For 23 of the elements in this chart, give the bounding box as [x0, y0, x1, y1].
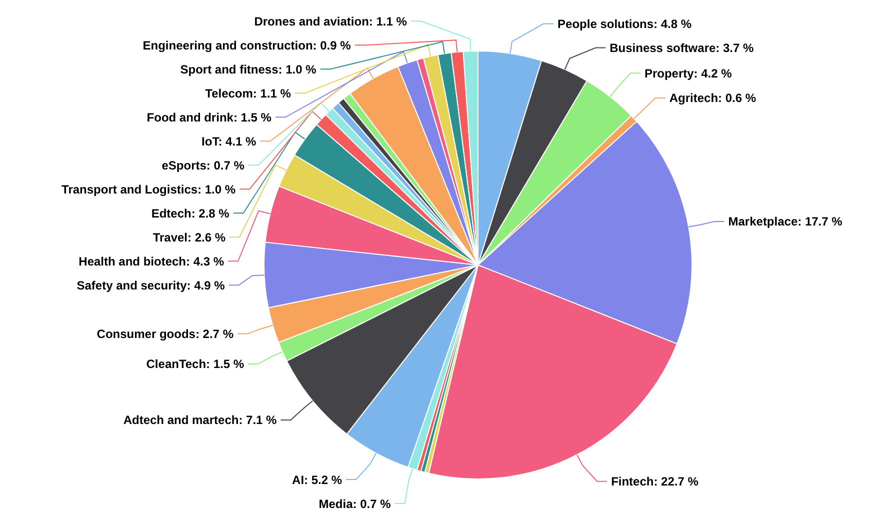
- slice-label: Drones and aviation: 1.1 %: [254, 14, 408, 28]
- slice-label: Health and biotech: 4.3 %: [78, 254, 224, 268]
- slice-label: Edtech: 2.8 %: [151, 206, 230, 220]
- slice-label: eSports: 0.7 %: [162, 158, 245, 172]
- slice-label: Adtech and martech: 7.1 %: [123, 413, 278, 428]
- slice-label: Travel: 2.6 %: [152, 230, 226, 244]
- slice-label: CleanTech: 1.5 %: [146, 357, 244, 372]
- slice-label: Telecom: 1.1 %: [205, 86, 292, 100]
- slice-label: Agritech: 0.6 %: [669, 91, 756, 106]
- slice-label: Property: 4.2 %: [644, 66, 732, 80]
- slice-label: Food and drink: 1.5 %: [146, 110, 272, 124]
- slice-label: AI: 5.2 %: [292, 472, 342, 487]
- slice-label: Sport and fitness: 1.0 %: [180, 62, 317, 76]
- slice-label: Safety and security: 4.9 %: [76, 278, 226, 292]
- slice-label: IoT: 4.1 %: [202, 134, 257, 148]
- slice-label: Marketplace: 17.7 %: [728, 214, 843, 229]
- slice-label: People solutions: 4.8 %: [558, 16, 692, 31]
- slice-label: Engineering and construction: 0.9 %: [142, 38, 352, 52]
- slice-label: Fintech: 22.7 %: [611, 474, 699, 489]
- slice-label: Transport and Logistics: 1.0 %: [62, 182, 236, 196]
- slice-label: Media: 0.7 %: [318, 496, 392, 511]
- slice-label: Consumer goods: 2.7 %: [96, 327, 234, 342]
- slice-label: Business software: 3.7 %: [610, 40, 754, 55]
